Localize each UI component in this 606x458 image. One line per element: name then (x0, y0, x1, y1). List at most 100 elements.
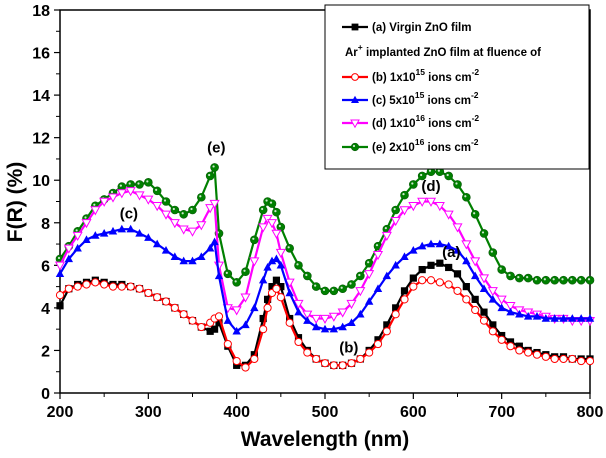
x-axis-title: Wavelength (nm) (241, 428, 409, 451)
marker-highlight (181, 212, 184, 215)
data-point (409, 274, 417, 282)
data-point (117, 224, 127, 233)
data-point (258, 275, 268, 284)
data-point (294, 337, 303, 347)
marker-body (568, 275, 577, 285)
data-point (356, 309, 365, 318)
data-point (550, 354, 559, 364)
marker-body (250, 235, 259, 245)
data-point (417, 171, 427, 181)
data-point (100, 280, 109, 289)
marker-body (170, 205, 180, 215)
x-tick-label: 200 (47, 404, 74, 421)
marker-highlight (587, 278, 591, 281)
legend-item: (e) 2x1016 ions cm-2 (342, 137, 479, 154)
data-point (267, 256, 277, 265)
marker-highlight (137, 182, 140, 185)
data-point (210, 325, 219, 333)
data-point (497, 303, 506, 312)
data-point (365, 348, 374, 357)
data-point (506, 271, 515, 281)
marker-highlight (570, 278, 573, 281)
y-axis: 0 2 4 6 8 10 12 14 16 18 (32, 3, 60, 403)
marker-highlight (252, 237, 255, 240)
x-tick-label: 400 (223, 404, 250, 421)
data-point (302, 310, 313, 320)
data-point (64, 254, 74, 263)
data-point (231, 306, 242, 316)
marker-highlight (437, 169, 440, 172)
marker-highlight (473, 212, 476, 215)
legend-label: (d) 1x1016 ions cm-2 (372, 113, 479, 130)
marker-body (541, 275, 551, 285)
data-point (559, 275, 568, 285)
data-point (347, 318, 356, 326)
marker-body (444, 171, 453, 181)
data-point (391, 310, 400, 319)
data-point (418, 276, 427, 285)
data-point (409, 246, 418, 254)
y-tick-label: 0 (41, 386, 50, 403)
data-point (462, 192, 471, 202)
marker-highlight (508, 273, 511, 277)
data-point (64, 284, 73, 293)
legend-marker (351, 73, 359, 81)
data-point (107, 193, 119, 203)
y-tick-label: 4 (41, 301, 50, 318)
data-point (272, 276, 281, 284)
data-point (355, 287, 366, 297)
data-point (90, 206, 101, 216)
data-point (250, 235, 259, 245)
marker-highlight (75, 229, 78, 232)
data-point (470, 271, 480, 280)
data-point (461, 240, 472, 250)
data-point (364, 270, 375, 280)
data-point (214, 271, 224, 280)
data-point (210, 237, 219, 246)
marker-highlight (261, 207, 264, 211)
marker-body (161, 197, 171, 206)
series-c (55, 224, 595, 335)
legend-item: (c) 5x1015 ions cm-2 (342, 90, 479, 107)
x-tick-label: 500 (312, 404, 339, 421)
marker-highlight (420, 173, 423, 177)
data-point (63, 244, 74, 254)
data-point (250, 303, 259, 312)
data-point (294, 334, 303, 342)
marker-body (294, 261, 303, 270)
marker-highlight (296, 263, 299, 266)
data-point (434, 202, 445, 212)
data-point (329, 361, 338, 370)
data-point (241, 320, 250, 329)
data-point (215, 319, 223, 327)
data-point (143, 195, 154, 205)
data-point (399, 206, 410, 216)
series-line (59, 189, 590, 322)
data-point (303, 348, 312, 357)
marker-body (303, 271, 312, 281)
marker-body (391, 205, 400, 215)
data-point (293, 299, 304, 310)
data-point (126, 282, 135, 291)
data-point (188, 205, 197, 215)
data-point (99, 197, 110, 207)
data-point (559, 314, 568, 322)
legend-label: (c) 5x1015 ions cm-2 (372, 90, 479, 107)
marker-body (152, 186, 162, 196)
marker-body (347, 280, 356, 289)
marker-body (320, 286, 330, 296)
x-tick-label: 700 (488, 404, 515, 421)
series-line (59, 228, 590, 333)
marker-highlight (481, 231, 485, 234)
marker-highlight (234, 280, 237, 283)
data-point (471, 305, 480, 315)
marker-highlight (490, 250, 493, 253)
marker-body (241, 267, 250, 277)
data-point (294, 261, 303, 270)
data-point (462, 256, 471, 265)
y-tick-label: 8 (41, 216, 50, 233)
data-point (479, 316, 489, 325)
data-point (56, 302, 64, 310)
marker-body (497, 265, 506, 274)
data-point (153, 293, 162, 302)
